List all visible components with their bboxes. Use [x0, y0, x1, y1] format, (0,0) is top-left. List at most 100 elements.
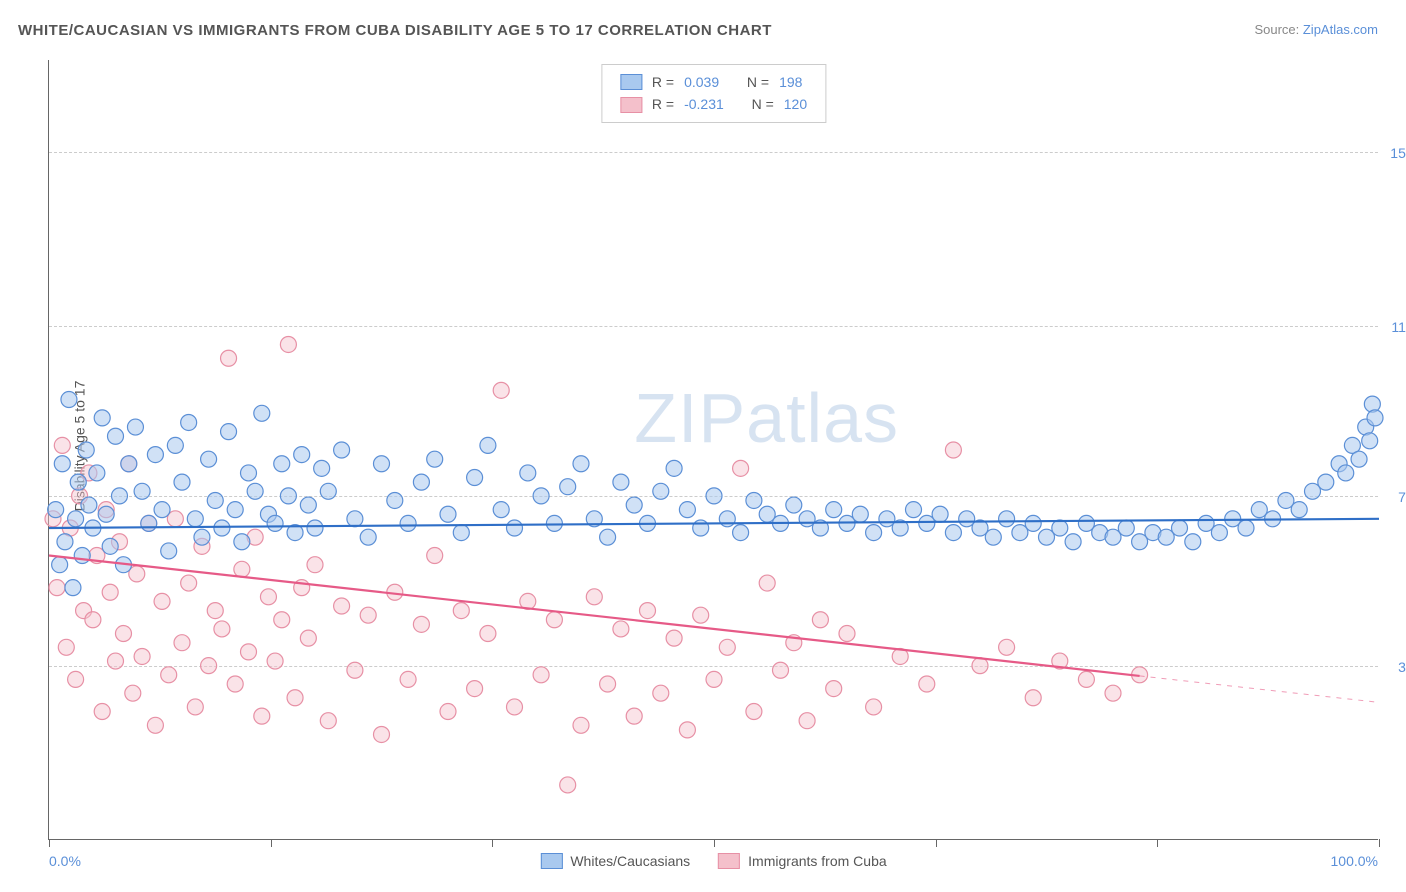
scatter-point — [1118, 520, 1134, 536]
scatter-point — [234, 534, 250, 550]
scatter-point — [600, 676, 616, 692]
scatter-point — [121, 456, 137, 472]
scatter-point — [360, 529, 376, 545]
scatter-point — [440, 704, 456, 720]
scatter-point — [68, 511, 84, 527]
scatter-point — [187, 699, 203, 715]
scatter-point — [347, 511, 363, 527]
y-tick-label: 15.0% — [1390, 145, 1406, 161]
scatter-point — [666, 460, 682, 476]
scatter-point — [999, 639, 1015, 655]
legend-item-1: Immigrants from Cuba — [718, 853, 886, 869]
legend-label-0: Whites/Caucasians — [570, 853, 690, 869]
scatter-point — [294, 447, 310, 463]
scatter-point — [480, 437, 496, 453]
scatter-point — [254, 405, 270, 421]
source-link[interactable]: ZipAtlas.com — [1303, 22, 1378, 37]
scatter-point — [786, 497, 802, 513]
scatter-point — [247, 483, 263, 499]
scatter-point — [1025, 515, 1041, 531]
scatter-point — [214, 520, 230, 536]
scatter-point — [493, 502, 509, 518]
scatter-point — [480, 626, 496, 642]
scatter-point — [1318, 474, 1334, 490]
scatter-point — [70, 474, 86, 490]
scatter-point — [102, 538, 118, 554]
scatter-point — [102, 584, 118, 600]
scatter-point — [52, 557, 68, 573]
y-tick-label: 3.8% — [1398, 659, 1406, 675]
scatter-point — [719, 639, 735, 655]
scatter-point — [154, 593, 170, 609]
x-tick — [936, 839, 937, 847]
scatter-point — [400, 671, 416, 687]
n-value-1: 120 — [784, 93, 807, 115]
scatter-point — [1291, 502, 1307, 518]
scatter-point — [906, 502, 922, 518]
scatter-point — [274, 456, 290, 472]
scatter-point — [320, 483, 336, 499]
scatter-point — [932, 506, 948, 522]
scatter-point — [234, 561, 250, 577]
y-tick-label: 11.2% — [1391, 319, 1406, 335]
scatter-point — [586, 589, 602, 605]
x-tick — [1157, 839, 1158, 847]
scatter-point — [972, 658, 988, 674]
scatter-point — [74, 548, 90, 564]
scatter-point — [54, 456, 70, 472]
scatter-point — [866, 525, 882, 541]
scatter-point — [314, 460, 330, 476]
scatter-point — [241, 465, 257, 481]
scatter-point — [852, 506, 868, 522]
r-label: R = — [652, 93, 674, 115]
scatter-point — [1065, 534, 1081, 550]
scatter-point — [560, 777, 576, 793]
scatter-point — [181, 575, 197, 591]
scatter-point — [125, 685, 141, 701]
scatter-point — [693, 607, 709, 623]
scatter-point — [600, 529, 616, 545]
scatter-point — [1362, 433, 1378, 449]
scatter-point — [533, 667, 549, 683]
scatter-point — [260, 589, 276, 605]
scatter-point — [387, 492, 403, 508]
scatter-point — [1185, 534, 1201, 550]
scatter-point — [467, 681, 483, 697]
n-value-0: 198 — [779, 71, 802, 93]
scatter-point — [706, 671, 722, 687]
scatter-point — [207, 492, 223, 508]
scatter-point — [493, 382, 509, 398]
scatter-point — [573, 717, 589, 733]
plot-area: ZIPatlas 3.8%7.5%11.2%15.0% R = 0.039 N … — [48, 60, 1378, 840]
r-value-1: -0.231 — [684, 93, 724, 115]
scatter-point — [533, 488, 549, 504]
y-tick-label: 7.5% — [1398, 489, 1406, 505]
x-tick — [1379, 839, 1380, 847]
scatter-point — [826, 502, 842, 518]
scatter-point — [507, 520, 523, 536]
scatter-point — [115, 626, 131, 642]
r-label: R = — [652, 71, 674, 93]
scatter-point — [134, 648, 150, 664]
scatter-point — [300, 497, 316, 513]
scatter-point — [85, 612, 101, 628]
r-value-0: 0.039 — [684, 71, 719, 93]
stats-row-series-0: R = 0.039 N = 198 — [620, 71, 807, 93]
scatter-point — [945, 525, 961, 541]
scatter-point — [280, 488, 296, 504]
scatter-point — [65, 580, 81, 596]
scatter-point — [108, 428, 124, 444]
scatter-point — [520, 465, 536, 481]
scatter-point — [61, 392, 77, 408]
bottom-legend: Whites/Caucasians Immigrants from Cuba — [540, 853, 886, 869]
scatter-point — [141, 515, 157, 531]
scatter-point — [733, 460, 749, 476]
scatter-point — [746, 704, 762, 720]
scatter-point — [919, 676, 935, 692]
scatter-point — [1351, 451, 1367, 467]
scatter-point — [267, 515, 283, 531]
scatter-point — [81, 497, 97, 513]
scatter-point — [49, 580, 65, 596]
legend-swatch-1 — [718, 853, 740, 869]
scatter-point — [254, 708, 270, 724]
